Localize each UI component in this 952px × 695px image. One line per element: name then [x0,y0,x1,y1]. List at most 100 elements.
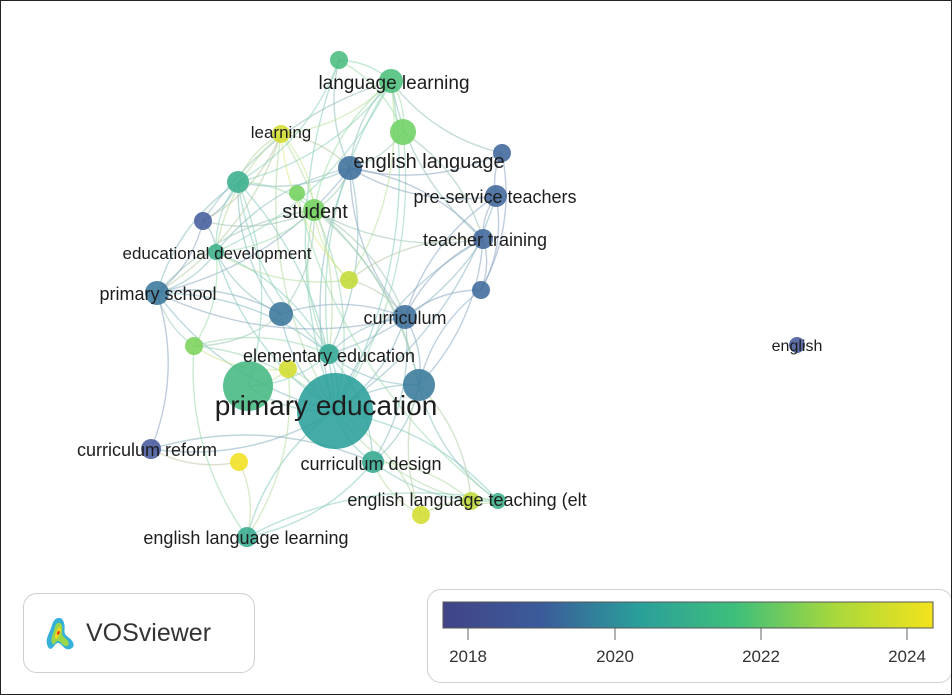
network-edge [418,289,482,386]
network-edge [215,209,315,253]
label-learning[interactable]: learning [251,123,312,142]
network-edge [237,181,282,315]
node-n5[interactable] [194,212,212,230]
node-english-language[interactable] [338,156,362,180]
node-language-learning[interactable] [379,69,403,93]
network-edge [390,80,503,154]
node-n9[interactable] [185,337,203,355]
label-elementary-education[interactable]: elementary education [243,346,415,366]
label-student[interactable]: student [282,201,348,223]
node-learning[interactable] [272,125,290,143]
network-edge [333,59,351,169]
node-curriculum[interactable] [393,305,417,329]
network-edge [404,238,484,318]
vosviewer-logo[interactable]: VOSviewer [23,593,255,673]
network-edge [237,80,392,183]
network-edge [150,434,374,463]
legend-tick-label: 2018 [449,647,487,666]
node-curriculum-reform[interactable] [141,439,161,459]
network-edge [313,80,392,211]
node-n10[interactable] [403,369,435,401]
node-english[interactable] [789,337,805,353]
node-n2[interactable] [330,51,348,69]
node-n6[interactable] [340,271,358,289]
network-edge [280,133,333,355]
node-english-language-teaching-elt[interactable] [490,493,506,509]
network-edge [349,167,497,200]
node-primary-education[interactable] [297,373,373,449]
logo-text: VOSviewer [86,618,212,647]
label-english[interactable]: english [772,338,823,355]
network-edge [328,167,359,355]
node-n3[interactable] [493,144,511,162]
vosviewer-icon [46,617,74,650]
network-edge [215,251,350,283]
network-edge [349,152,503,176]
node-elementary-education[interactable] [319,344,339,364]
network-edge [238,461,252,538]
node-teacher-training[interactable] [473,229,493,249]
legend-tick-label: 2020 [596,647,634,666]
label-educational-development[interactable]: educational development [122,244,311,263]
label-language-learning[interactable]: language learning [318,73,469,94]
network-edge [372,461,472,502]
node-educational-development[interactable] [208,244,224,260]
label-english-language-teaching-elt[interactable]: english language teaching (elt [347,490,586,510]
node-student[interactable] [303,199,325,221]
label-teacher-training[interactable]: teacher training [423,230,547,250]
network-edge [156,167,351,294]
node-n16[interactable] [223,361,273,411]
node-n12[interactable] [462,492,480,510]
label-curriculum-design[interactable]: curriculum design [300,454,441,474]
network-edge [156,133,282,294]
label-english-language-learning[interactable]: english language learning [143,528,348,548]
network-edge [246,368,291,538]
network-edge [237,181,330,355]
network-edge [372,316,408,463]
network-edge [193,336,330,355]
node-n11[interactable] [230,453,248,471]
label-english-language[interactable]: english language [353,151,504,173]
network-edge [237,59,340,183]
node-layer [141,51,805,547]
network-edge [296,192,499,502]
network-edge [246,461,374,538]
network-edge [215,80,392,253]
network-edge [328,238,484,355]
node-n8[interactable] [269,302,293,326]
node-n13[interactable] [412,506,430,524]
label-layer: primary education elementary education eng… [77,73,822,548]
network-edge [404,195,497,318]
node-primary-school[interactable] [145,281,169,305]
node-n7[interactable] [472,281,490,299]
node-n14[interactable] [289,185,305,201]
network-edge [313,209,484,244]
network-edge [156,181,239,294]
network-edge [402,131,484,240]
label-curriculum-reform[interactable]: curriculum reform [77,440,217,460]
label-pre-service-teachers[interactable]: pre-service teachers [413,187,576,207]
color-scale-legend: 2018 2020 2022 2024 [427,589,951,683]
label-curriculum[interactable]: curriculum [363,308,446,328]
network-edge [193,313,282,347]
network-edge [192,345,248,538]
node-pre-service-teachers[interactable] [485,185,507,207]
network-edge [304,59,340,412]
legend-tick-label: 2022 [742,647,780,666]
label-primary-education[interactable]: primary education [215,390,438,421]
node-curriculum-design[interactable] [362,451,384,473]
node-english-language-learning[interactable] [237,527,257,547]
network-edge [193,251,218,347]
node-n15[interactable] [279,360,297,378]
node-n1[interactable] [390,119,416,145]
network-edge [306,209,330,355]
network-edge [156,292,330,355]
network-edge [215,251,330,355]
network-edge [280,209,315,315]
network-edge [156,209,315,294]
label-primary-school[interactable]: primary school [99,284,216,304]
network-edge [418,238,484,386]
node-n4[interactable] [227,171,249,193]
